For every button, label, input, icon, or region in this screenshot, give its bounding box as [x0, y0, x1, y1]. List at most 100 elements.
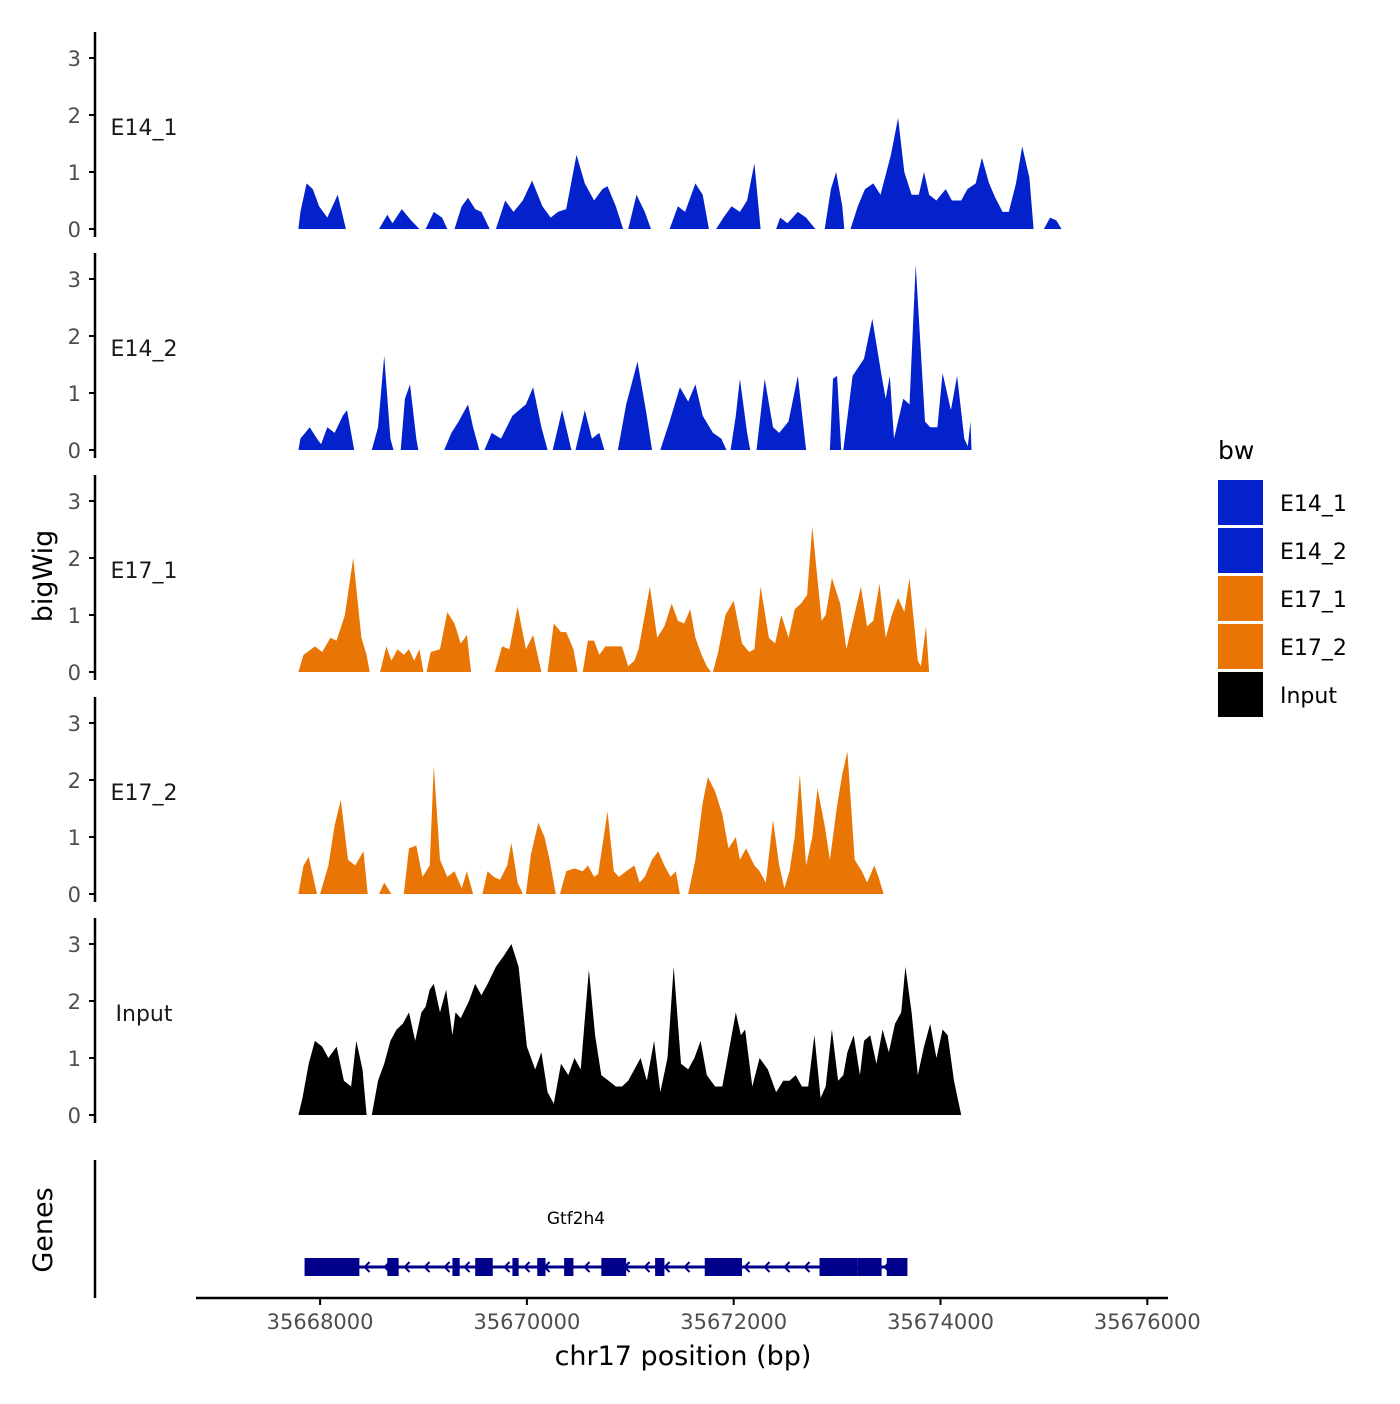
- gene-track-panel: Gtf2h4: [93, 1160, 908, 1298]
- signal-area: [371, 355, 394, 450]
- signal-area: [1043, 217, 1062, 229]
- signal-area: [495, 154, 624, 229]
- y-tick-label: 0: [68, 661, 81, 685]
- track-label: Input: [116, 1002, 173, 1027]
- genes-axis-title: Genes: [28, 1187, 59, 1272]
- gene-exon: [304, 1258, 333, 1276]
- track-e17-2: 0 1 2 3 E17_2: [68, 697, 884, 907]
- gene-exon: [704, 1258, 742, 1276]
- track-label: E17_1: [111, 559, 178, 584]
- y-tick-label: 1: [68, 826, 81, 850]
- signal-area: [403, 765, 474, 894]
- signal-area: [660, 384, 727, 450]
- legend: bw E14_1 E14_2 E17_1 E17_2 Input: [1218, 436, 1347, 717]
- strand-arrow: [443, 1261, 451, 1273]
- signal-area: [730, 378, 751, 450]
- y-tick-label: 0: [68, 883, 81, 907]
- y-tick-label: 0: [68, 439, 81, 463]
- gene-exon: [601, 1258, 627, 1276]
- x-tick-label: 35668000: [267, 1310, 374, 1334]
- gene-exon: [512, 1258, 519, 1276]
- legend-title: bw: [1218, 436, 1254, 465]
- y-tick-label: 2: [68, 547, 81, 571]
- y-tick-label: 2: [68, 104, 81, 128]
- track-e17-1: 0 1 2 3 E17_1: [68, 475, 930, 685]
- legend-label: E14_2: [1280, 540, 1347, 565]
- strand-arrow: [363, 1261, 371, 1273]
- gene-exon: [537, 1258, 546, 1276]
- y-axis-title: bigWig: [28, 530, 59, 623]
- x-tick-label: 35674000: [887, 1310, 994, 1334]
- signal-area: [380, 646, 424, 672]
- legend-label: E14_1: [1280, 492, 1347, 517]
- x-axis-title: chr17 position (bp): [555, 1341, 812, 1372]
- signal-area: [320, 800, 368, 894]
- strand-arrow: [523, 1261, 531, 1273]
- gene-exon: [332, 1258, 360, 1276]
- signal-area: [716, 163, 761, 229]
- track-e14-2: 0 1 2 3 E14_2: [68, 253, 972, 463]
- strand-arrow: [743, 1261, 751, 1273]
- strand-arrow: [763, 1261, 771, 1273]
- y-tick-label: 3: [68, 712, 81, 736]
- y-tick-label: 2: [68, 769, 81, 793]
- gene-exon: [819, 1258, 858, 1276]
- y-tick-label: 1: [68, 604, 81, 628]
- track-label: E17_2: [111, 781, 178, 806]
- gene-exon: [655, 1258, 665, 1276]
- signal-area: [482, 842, 523, 894]
- signal-area: [454, 197, 490, 229]
- signal-area: [617, 361, 652, 450]
- signal-area: [444, 404, 480, 450]
- y-tick-label: 0: [68, 1104, 81, 1128]
- signal-area: [525, 822, 556, 894]
- signal-area: [688, 751, 884, 894]
- signal-area: [560, 811, 680, 894]
- signal-area: [298, 1040, 367, 1115]
- signal-area: [379, 209, 420, 229]
- strand-arrow: [503, 1261, 511, 1273]
- signal-area: [669, 183, 709, 229]
- strand-arrow: [803, 1261, 811, 1273]
- signal-area: [379, 882, 392, 894]
- x-tick-label: 35670000: [473, 1310, 580, 1334]
- signal-area: [371, 944, 962, 1115]
- signal-area: [843, 264, 970, 450]
- signal-area: [484, 387, 548, 450]
- signal-area: [829, 375, 842, 450]
- legend-swatch: [1218, 528, 1263, 573]
- strand-arrow: [643, 1261, 651, 1273]
- signal-area: [850, 117, 1034, 229]
- signal-area: [426, 612, 472, 672]
- legend-label: E17_2: [1280, 636, 1347, 661]
- signal-area: [552, 410, 572, 450]
- x-tick-label: 35672000: [680, 1310, 787, 1334]
- signal-area: [400, 384, 419, 450]
- strand-arrow: [683, 1261, 691, 1273]
- gene-exon: [475, 1258, 493, 1276]
- x-tick-label: 35676000: [1094, 1310, 1201, 1334]
- strand-arrow: [663, 1261, 671, 1273]
- signal-area: [425, 211, 448, 229]
- legend-swatch: [1218, 624, 1263, 669]
- legend-label: Input: [1280, 684, 1337, 709]
- strand-arrow: [463, 1261, 471, 1273]
- signal-area: [776, 211, 816, 229]
- signal-area: [628, 194, 651, 229]
- track-label: E14_1: [111, 116, 178, 141]
- strand-arrow: [783, 1261, 791, 1273]
- signal-area: [582, 586, 711, 672]
- gene-name-label: Gtf2h4: [547, 1209, 605, 1229]
- track-panels: 0 1 2 3 E14_1 0 1 2 3 E14_2 0 1 2 3 E17_1 0 1 2 3 E17_2 0 1 2 3…: [68, 32, 1062, 1128]
- gene-exon: [387, 1258, 399, 1276]
- y-tick-label: 1: [68, 382, 81, 406]
- signal-area: [298, 558, 370, 672]
- legend-swatch: [1218, 672, 1263, 717]
- y-tick-label: 1: [68, 1047, 81, 1071]
- y-tick-label: 3: [68, 490, 81, 514]
- track-e14-1: 0 1 2 3 E14_1: [68, 32, 1062, 242]
- strand-arrow: [423, 1261, 431, 1273]
- gene-exon: [857, 1258, 882, 1276]
- signal-area: [824, 172, 845, 229]
